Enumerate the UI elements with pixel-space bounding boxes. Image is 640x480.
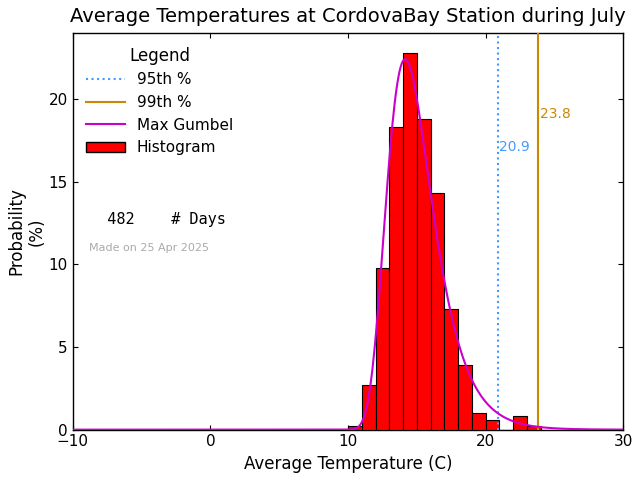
X-axis label: Average Temperature (C): Average Temperature (C) [244,455,452,473]
Bar [348,426,362,430]
Legend: 95th %, 99th %, Max Gumbel, Histogram: 95th %, 99th %, Max Gumbel, Histogram [80,41,239,161]
Bar [472,413,486,430]
Text: 20.9: 20.9 [499,141,530,155]
Text: Made on 25 Apr 2025: Made on 25 Apr 2025 [89,243,209,253]
Text: 23.8: 23.8 [540,108,571,121]
Bar [389,127,403,430]
Bar [362,385,376,430]
Bar [376,268,389,430]
Bar [417,119,431,430]
Bar [458,365,472,430]
Bar [527,426,541,430]
Bar [444,309,458,430]
Y-axis label: Probability
(%): Probability (%) [7,187,45,276]
Bar [486,420,499,430]
Text: 482    # Days: 482 # Days [89,212,226,227]
Bar [403,53,417,430]
Bar [431,193,444,430]
Title: Average Temperatures at CordovaBay Station during July: Average Temperatures at CordovaBay Stati… [70,7,626,26]
Bar [513,417,527,430]
